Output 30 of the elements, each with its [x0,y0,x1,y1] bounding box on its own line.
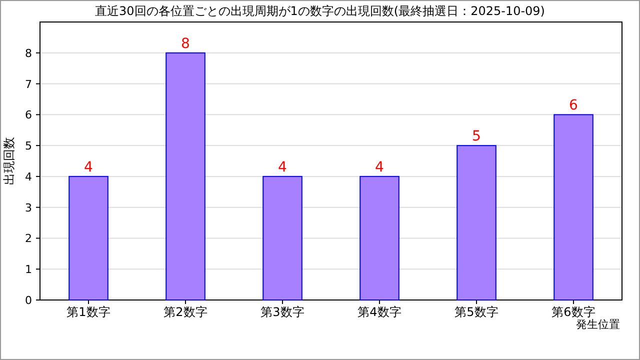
x-tick-label: 第4数字 [358,305,402,319]
y-tick-label: 1 [25,263,32,276]
y-tick-label: 5 [25,140,32,153]
x-tick-label: 第6数字 [552,305,596,319]
x-axis-title: 発生位置 [576,318,620,331]
x-tick-label: 第1数字 [66,305,110,319]
bar [456,145,496,300]
bar [554,114,594,300]
data-label: 4 [84,159,94,176]
data-label: 8 [181,36,190,52]
bar [166,52,206,300]
x-tick-label: 第5数字 [454,305,498,319]
bar [68,176,108,300]
x-tick-label: 第3数字 [260,305,304,319]
y-tick-label: 2 [25,232,32,246]
y-tick-label: 6 [25,108,32,122]
y-tick-label: 4 [25,170,32,184]
y-axis-title: 出現回数 [2,137,16,185]
bar [262,176,302,300]
data-label: 4 [278,159,288,176]
x-tick-label: 第2数字 [164,305,208,319]
y-tick-label: 3 [25,201,32,214]
chart-title: 直近30回の各位置ごとの出現周期が1の数字の出現回数(最終抽選日：2025-10-09) [94,4,546,18]
data-label: 5 [472,128,481,145]
y-tick-label: 7 [25,78,32,91]
data-label: 4 [375,159,384,176]
bar [360,176,400,300]
data-label: 6 [569,98,578,114]
y-tick-label: 8 [25,46,32,60]
y-tick-label: 0 [25,294,32,307]
